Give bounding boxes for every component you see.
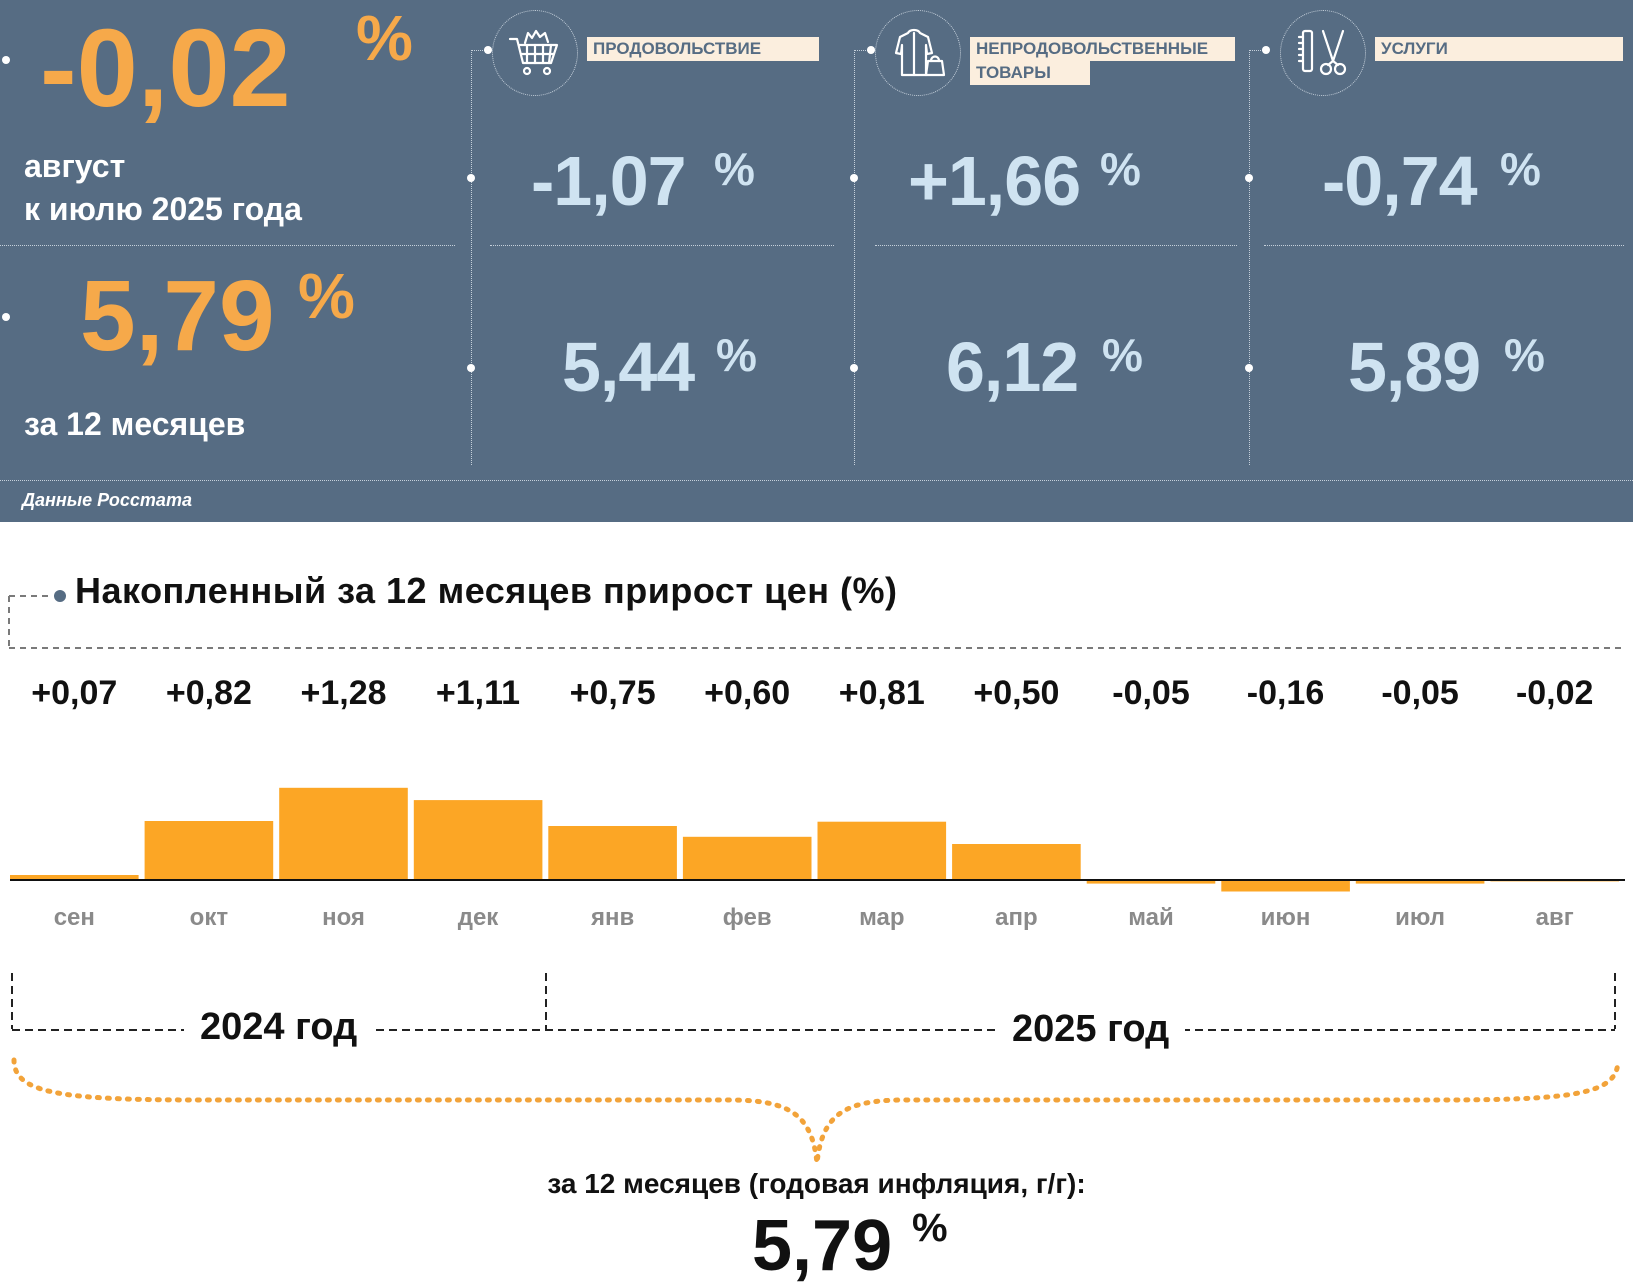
category-label-services: УСЛУГИ	[1375, 37, 1623, 61]
food-annual-value: 5,44	[562, 328, 695, 406]
nonfood-annual-unit: %	[1102, 329, 1143, 381]
bar-июл	[1355, 880, 1485, 884]
category-label-nonfood-line2: ТОВАРЫ	[970, 61, 1090, 85]
bar-сен	[10, 875, 139, 880]
bullet-dot	[2, 313, 10, 321]
monthly-total-value: -0,02	[40, 7, 291, 130]
divider	[1264, 245, 1624, 246]
month-label: май	[1128, 904, 1174, 931]
category-label-food: ПРОДОВОЛЬСТВИЕ	[587, 37, 819, 61]
source-note: Данные Росстата	[22, 490, 192, 510]
annual-total-value: 5,79	[80, 260, 275, 372]
year-label-2025: 2025 год	[996, 1008, 1186, 1051]
column-divider	[471, 50, 472, 465]
value-label: +0,75	[570, 674, 656, 712]
services-monthly-unit: %	[1500, 143, 1541, 195]
value-label: -0,02	[1516, 674, 1594, 712]
bar-chart: +0,07 сен +0,82 окт +1,28 ноя +1,11 дек +0,75 янв…	[10, 674, 1625, 931]
month-label: фев	[723, 904, 772, 931]
month-label: сен	[54, 904, 95, 931]
bar-ноя	[279, 787, 408, 880]
bullet-dot	[467, 174, 475, 182]
year-label-2024: 2024 год	[184, 1006, 374, 1049]
annual-summary-value: 5,79	[752, 1206, 893, 1286]
column-divider	[854, 50, 855, 465]
month-label: авг	[1536, 904, 1574, 931]
bullet-dot	[1262, 46, 1270, 54]
bar-фев	[682, 836, 812, 880]
nonfood-monthly-unit: %	[1100, 143, 1141, 195]
annual-summary-caption: за 12 месяцев (годовая инфляция, г/г):	[547, 1168, 1086, 1199]
connector	[854, 50, 872, 51]
column-divider	[1249, 50, 1250, 465]
annual-total-unit: %	[298, 260, 355, 332]
food-annual-unit: %	[716, 329, 757, 381]
services-annual-unit: %	[1504, 329, 1545, 381]
divider	[490, 245, 834, 246]
value-label: +0,81	[839, 674, 925, 712]
value-label: +0,50	[973, 674, 1059, 712]
nonfood-monthly-value: +1,66	[908, 142, 1081, 220]
services-monthly-value: -0,74	[1322, 142, 1478, 220]
food-monthly-unit: %	[714, 143, 755, 195]
annual-summary-unit: %	[912, 1206, 948, 1250]
bar-июн	[1221, 880, 1350, 892]
value-label: -0,05	[1381, 674, 1459, 712]
value-label: +0,07	[31, 674, 117, 712]
month-label: мар	[859, 904, 904, 931]
divider	[875, 245, 1237, 246]
month-label: окт	[190, 904, 229, 931]
value-label: +0,82	[166, 674, 252, 712]
bar-дек	[413, 800, 543, 880]
connector	[1249, 50, 1267, 51]
curly-brace	[11, 1057, 1621, 1164]
divider	[0, 245, 455, 246]
monthly-total-unit: %	[356, 2, 413, 74]
bullet-dot	[2, 56, 10, 64]
bullet-dot	[850, 174, 858, 182]
bar-окт	[144, 821, 274, 880]
bar-мар	[817, 821, 947, 880]
value-label: +1,28	[300, 674, 386, 712]
chart-title: Накопленный за 12 месяцев прирост цен (%…	[75, 570, 898, 611]
annual-caption: за 12 месяцев	[24, 406, 246, 442]
nonfood-annual-value: 6,12	[946, 328, 1079, 406]
month-label: ноя	[322, 904, 365, 931]
month-label: янв	[590, 904, 634, 931]
monthly-caption-line1: август	[24, 148, 126, 184]
value-label: -0,05	[1112, 674, 1190, 712]
month-label: апр	[995, 904, 1038, 931]
scissors-comb-icon	[1280, 10, 1366, 96]
bar-апр	[952, 844, 1081, 880]
monthly-caption-line2: к июлю 2025 года	[24, 191, 302, 227]
bullet-dot	[467, 364, 475, 372]
bullet-dot	[484, 46, 492, 54]
value-label: +1,11	[436, 674, 520, 712]
summary-panel: -0,02 % август к июлю 2025 года 5,79 % з…	[0, 0, 1633, 522]
title-bracket	[8, 590, 1625, 649]
year-bracket	[11, 973, 1621, 1164]
divider	[0, 480, 1633, 481]
bullet-dot	[1245, 174, 1253, 182]
bullet-dot	[1245, 364, 1253, 372]
month-label: июл	[1395, 904, 1445, 931]
category-label-nonfood: НЕПРОДОВОЛЬСТВЕННЫЕ	[970, 37, 1235, 61]
bar-май	[1086, 880, 1216, 884]
food-monthly-value: -1,07	[531, 142, 687, 220]
month-label: июн	[1261, 904, 1311, 931]
value-label: +0,60	[704, 674, 790, 712]
shopping-cart-icon	[492, 10, 578, 96]
value-label: -0,16	[1247, 674, 1325, 712]
services-annual-value: 5,89	[1348, 328, 1481, 406]
connector	[471, 50, 489, 51]
bullet-dot	[850, 364, 858, 372]
bullet-dot	[867, 46, 875, 54]
month-label: дек	[458, 904, 500, 931]
clothes-bag-icon	[875, 10, 961, 96]
bar-янв	[548, 826, 677, 880]
